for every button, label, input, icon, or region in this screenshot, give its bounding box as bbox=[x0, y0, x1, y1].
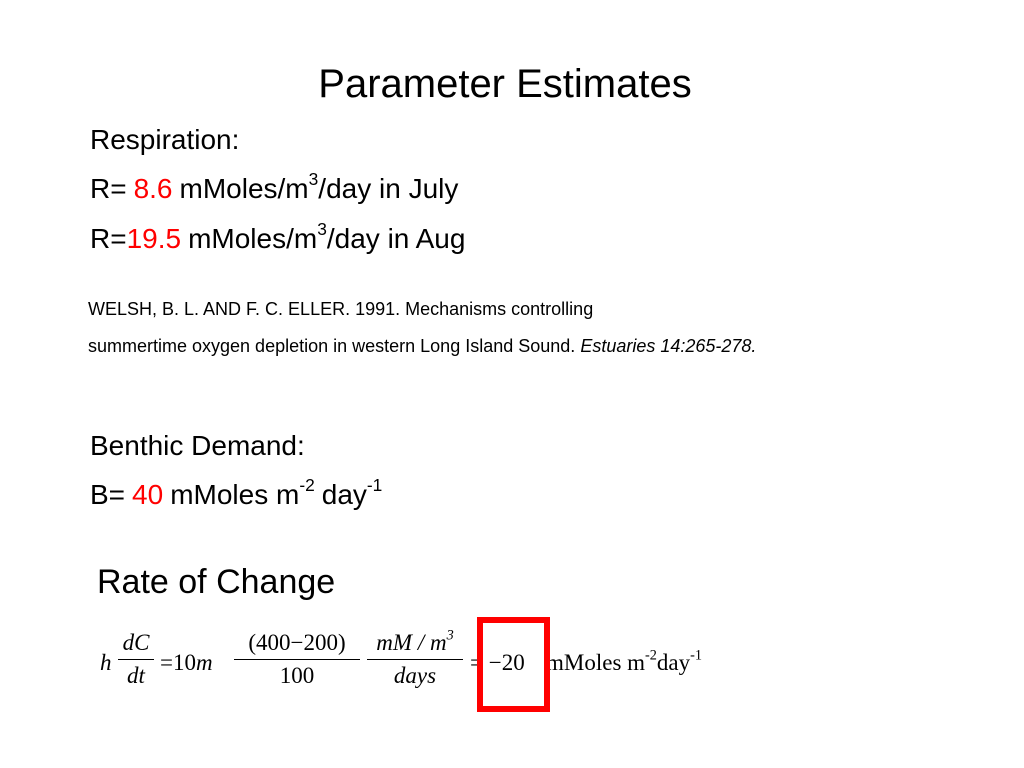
unit: mMoles/m bbox=[188, 223, 318, 254]
respiration-line: R= 8.6 mMoles/m3/day in July bbox=[90, 170, 459, 205]
exponent: -1 bbox=[366, 474, 383, 495]
equals-ten: =10 bbox=[160, 650, 196, 675]
suffix: /day in July bbox=[318, 173, 459, 204]
unit: mMoles m bbox=[546, 650, 646, 675]
eq-units: mMoles m-2day-1 bbox=[546, 647, 702, 676]
suffix: /day in Aug bbox=[326, 223, 466, 254]
respiration-heading: Respiration: bbox=[90, 124, 240, 155]
exponent: -2 bbox=[299, 474, 315, 495]
exponent: 3 bbox=[446, 627, 454, 644]
unit: mMoles/m bbox=[179, 173, 309, 204]
citation-line: summertime oxygen depletion in western L… bbox=[88, 334, 928, 358]
denominator: 100 bbox=[279, 663, 315, 688]
slide-title: Parameter Estimates bbox=[318, 62, 692, 106]
value: 8.6 bbox=[133, 173, 173, 204]
exponent: -1 bbox=[690, 647, 702, 664]
highlight-box bbox=[477, 617, 550, 712]
rate-heading: Rate of Change bbox=[97, 563, 336, 601]
numerator: mM / m bbox=[376, 630, 447, 655]
var-m: m bbox=[195, 650, 213, 675]
citation-line: WELSH, B. L. AND F. C. ELLER. 1991. Mech… bbox=[88, 299, 594, 319]
eq-h: h bbox=[100, 650, 112, 675]
benthic-line: B= 40 mMoles m-2 day-1 bbox=[90, 476, 382, 511]
eq-fraction: (400−200) 100 bbox=[234, 630, 360, 689]
respiration-line: R=19.5 mMoles/m3/day in Aug bbox=[90, 220, 466, 255]
eq-fraction: mM / m3 days bbox=[367, 627, 463, 689]
unit: mMoles m bbox=[170, 479, 300, 510]
fraction-bar bbox=[367, 659, 463, 660]
prefix: B= bbox=[90, 479, 126, 510]
exponent: 3 bbox=[317, 218, 327, 239]
exponent: 3 bbox=[308, 168, 319, 189]
citation-text: summertime oxygen depletion in western L… bbox=[88, 336, 576, 356]
prefix: R= bbox=[90, 223, 127, 254]
numerator: dC bbox=[122, 630, 150, 655]
eq-term: =10m bbox=[160, 650, 213, 676]
denominator: days bbox=[393, 663, 437, 688]
unit: day bbox=[656, 650, 691, 675]
value: 19.5 bbox=[126, 223, 182, 254]
prefix: R= bbox=[90, 173, 127, 204]
eq-fraction: dC dt bbox=[118, 630, 154, 689]
citation-journal: Estuaries 14:265-278. bbox=[580, 336, 757, 356]
fraction-bar bbox=[118, 659, 154, 660]
denominator: dt bbox=[127, 663, 145, 688]
unit: day bbox=[321, 479, 367, 510]
exponent: -2 bbox=[645, 647, 657, 664]
benthic-heading: Benthic Demand: bbox=[90, 430, 305, 461]
numerator: (400−200) bbox=[248, 630, 346, 655]
fraction-bar bbox=[234, 659, 360, 660]
value: 40 bbox=[132, 479, 164, 510]
